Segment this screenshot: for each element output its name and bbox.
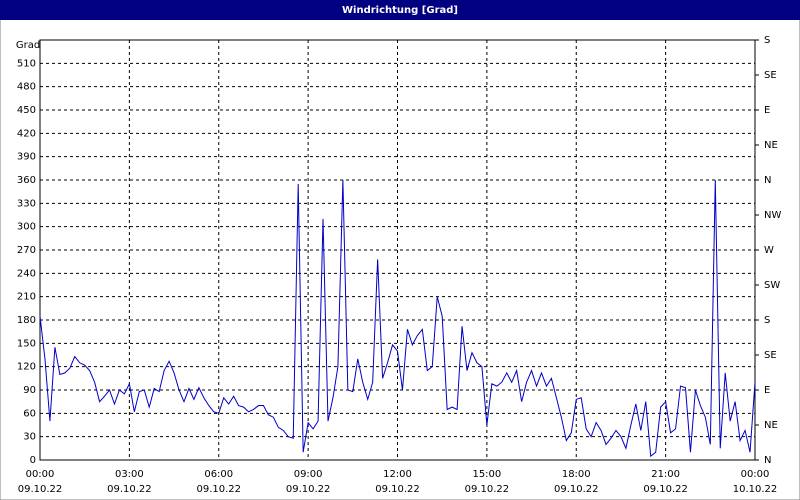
y2-tick-label: N xyxy=(764,455,771,466)
x-tick-date: 10.10.22 xyxy=(733,484,778,495)
data-line xyxy=(39,179,756,458)
y2-tick-label: NW xyxy=(764,210,781,221)
x-tick-date: 09.10.22 xyxy=(196,484,241,495)
y2-tick-label: E xyxy=(764,105,770,116)
y-tick-label: 360 xyxy=(17,175,36,186)
x-tick-date: 09.10.22 xyxy=(18,484,63,495)
y-tick-label: 60 xyxy=(23,408,36,419)
x-tick-date: 09.10.22 xyxy=(375,484,420,495)
x-tick-date: 09.10.22 xyxy=(643,484,688,495)
y2-tick-label: NE xyxy=(764,420,778,431)
x-tick-date: 09.10.22 xyxy=(107,484,152,495)
y2-tick-label: NE xyxy=(764,140,778,151)
y-tick-label: 0 xyxy=(30,455,36,466)
x-tick-label: 00:00 xyxy=(741,469,770,480)
y2-tick-label: E xyxy=(764,385,770,396)
y2-tick-label: SE xyxy=(764,350,777,361)
y-axis-label: Grad xyxy=(16,40,40,51)
x-tick-label: 03:00 xyxy=(115,469,144,480)
y-tick-label: 210 xyxy=(17,292,36,303)
y-tick-label: 450 xyxy=(17,105,36,116)
title-bar xyxy=(0,0,800,20)
y-tick-label: 420 xyxy=(17,128,36,139)
x-tick-label: 15:00 xyxy=(472,469,501,480)
y2-tick-label: W xyxy=(764,245,774,256)
y2-tick-label: S xyxy=(764,315,770,326)
y2-tick-label: S xyxy=(764,35,770,46)
y-tick-label: 390 xyxy=(17,152,36,163)
y2-tick-label: SE xyxy=(764,70,777,81)
y2-tick-label: N xyxy=(764,175,771,186)
y-tick-label: 240 xyxy=(17,268,36,279)
x-tick-date: 09.10.22 xyxy=(286,484,331,495)
x-tick-date: 09.10.22 xyxy=(465,484,510,495)
y-tick-label: 330 xyxy=(17,198,36,209)
x-tick-label: 06:00 xyxy=(204,469,233,480)
y-tick-label: 120 xyxy=(17,362,36,373)
y-tick-label: 30 xyxy=(23,432,36,443)
y-tick-label: 150 xyxy=(17,338,36,349)
y-tick-label: 270 xyxy=(17,245,36,256)
x-tick-date: 09.10.22 xyxy=(554,484,599,495)
x-tick-label: 12:00 xyxy=(383,469,412,480)
y-tick-label: 510 xyxy=(17,58,36,69)
y-tick-label: 90 xyxy=(23,385,36,396)
y-tick-label: 480 xyxy=(17,82,36,93)
x-tick-label: 21:00 xyxy=(651,469,680,480)
x-tick-label: 00:00 xyxy=(26,469,55,480)
chart-title: Windrichtung [Grad] xyxy=(342,5,458,16)
y2-tick-label: SW xyxy=(764,280,780,291)
x-tick-label: 18:00 xyxy=(562,469,591,480)
x-tick-label: 09:00 xyxy=(294,469,323,480)
y-tick-label: 300 xyxy=(17,222,36,233)
y-tick-label: 180 xyxy=(17,315,36,326)
